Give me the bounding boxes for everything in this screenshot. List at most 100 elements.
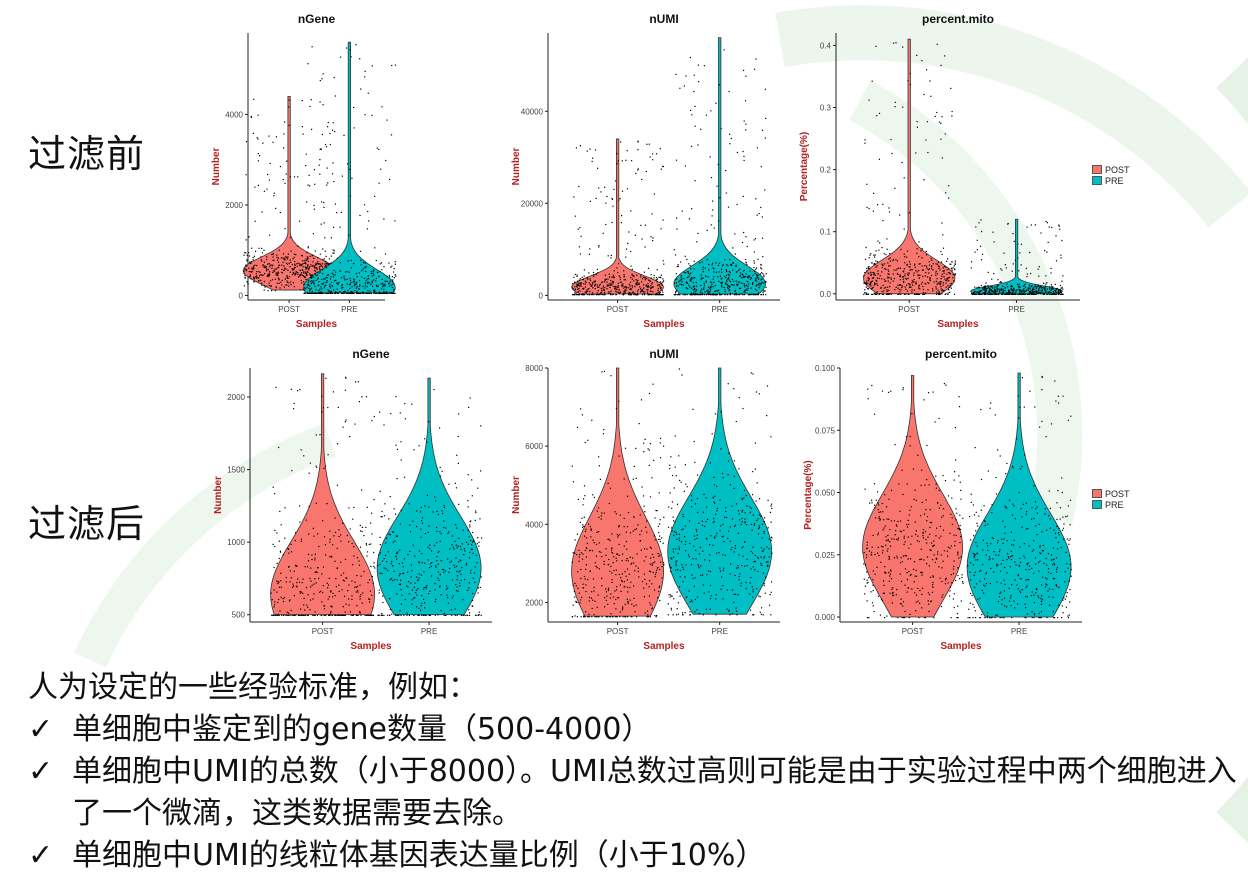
- data-point: [936, 263, 938, 265]
- data-point: [623, 526, 625, 528]
- data-point: [319, 159, 321, 161]
- data-point: [982, 286, 984, 288]
- data-point: [290, 261, 292, 263]
- data-point: [608, 616, 610, 618]
- data-point: [729, 271, 731, 273]
- data-point: [248, 276, 250, 278]
- data-point: [611, 197, 613, 200]
- data-point: [701, 294, 703, 296]
- data-point: [263, 249, 265, 251]
- data-point: [333, 252, 335, 254]
- data-point: [721, 576, 723, 578]
- data-point: [329, 132, 331, 135]
- data-point: [660, 168, 662, 170]
- data-point: [756, 147, 758, 149]
- data-point: [383, 614, 385, 616]
- data-point: [593, 542, 595, 544]
- data-point: [262, 265, 264, 267]
- data-point: [629, 599, 631, 601]
- data-point: [694, 611, 696, 613]
- data-point: [319, 288, 321, 290]
- data-point: [627, 601, 629, 603]
- data-point: [622, 606, 624, 608]
- data-point: [888, 207, 890, 209]
- data-point: [941, 289, 943, 291]
- data-point: [279, 550, 281, 552]
- data-point: [720, 525, 722, 527]
- data-point: [369, 598, 371, 600]
- data-point: [657, 293, 659, 296]
- data-point: [588, 282, 590, 284]
- data-point: [1046, 222, 1048, 224]
- data-point: [424, 438, 426, 440]
- data-point: [354, 581, 356, 583]
- data-point: [373, 269, 375, 272]
- data-point: [866, 183, 868, 185]
- data-point: [327, 121, 329, 124]
- data-point: [748, 283, 750, 285]
- data-point: [641, 278, 644, 280]
- data-point: [949, 532, 951, 534]
- data-point: [583, 485, 586, 487]
- data-point: [449, 561, 451, 563]
- x-axis-label: Samples: [643, 641, 685, 652]
- data-point: [864, 272, 866, 274]
- data-point: [687, 554, 690, 556]
- data-point: [315, 289, 317, 291]
- data-point: [919, 559, 921, 561]
- data-point: [867, 266, 869, 268]
- data-point: [314, 250, 316, 252]
- data-point: [394, 263, 396, 265]
- data-point: [985, 282, 987, 284]
- data-point: [585, 584, 587, 586]
- data-point: [313, 614, 315, 616]
- data-point: [659, 554, 661, 556]
- panel-title: percent.mito: [925, 347, 997, 361]
- data-point: [729, 484, 731, 486]
- data-point: [428, 525, 430, 527]
- data-point: [418, 614, 420, 616]
- data-point: [413, 586, 415, 588]
- data-point: [634, 611, 636, 613]
- data-point: [1052, 288, 1054, 290]
- data-point: [320, 614, 322, 616]
- data-point: [305, 267, 307, 269]
- data-point: [398, 563, 400, 565]
- data-point: [733, 475, 735, 477]
- data-point: [330, 255, 332, 257]
- data-point: [349, 292, 351, 294]
- data-point: [765, 281, 767, 283]
- data-point: [579, 227, 581, 229]
- data-point: [715, 262, 717, 264]
- data-point: [744, 512, 746, 514]
- data-point: [253, 267, 255, 269]
- data-point: [649, 281, 651, 283]
- data-point: [993, 291, 995, 293]
- data-point: [768, 548, 770, 550]
- data-point: [317, 257, 319, 259]
- data-point: [436, 542, 438, 544]
- data-point: [757, 292, 759, 294]
- data-point: [659, 276, 661, 278]
- data-point: [576, 285, 578, 287]
- data-point: [246, 259, 248, 261]
- data-point: [652, 571, 654, 573]
- data-point: [609, 487, 612, 489]
- data-point: [920, 250, 922, 252]
- data-point: [761, 216, 763, 218]
- data-point: [741, 282, 743, 284]
- data-point: [993, 289, 995, 291]
- data-point: [874, 504, 876, 506]
- data-point: [580, 282, 582, 284]
- data-point: [604, 294, 606, 296]
- data-point: [621, 284, 623, 286]
- data-point: [737, 510, 740, 512]
- data-point: [911, 291, 913, 293]
- data-point: [763, 530, 765, 533]
- data-point: [755, 268, 757, 270]
- data-point: [303, 283, 305, 285]
- data-point: [310, 586, 312, 588]
- data-point: [750, 576, 752, 579]
- data-point: [414, 582, 416, 584]
- data-point: [745, 262, 747, 264]
